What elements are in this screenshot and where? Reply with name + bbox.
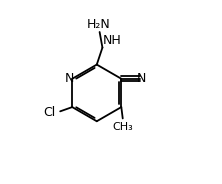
Text: CH₃: CH₃ xyxy=(112,122,133,132)
Text: H₂N: H₂N xyxy=(87,18,111,31)
Text: Cl: Cl xyxy=(44,106,56,119)
Text: N: N xyxy=(137,72,147,85)
Text: NH: NH xyxy=(103,34,122,47)
Text: N: N xyxy=(65,72,74,85)
